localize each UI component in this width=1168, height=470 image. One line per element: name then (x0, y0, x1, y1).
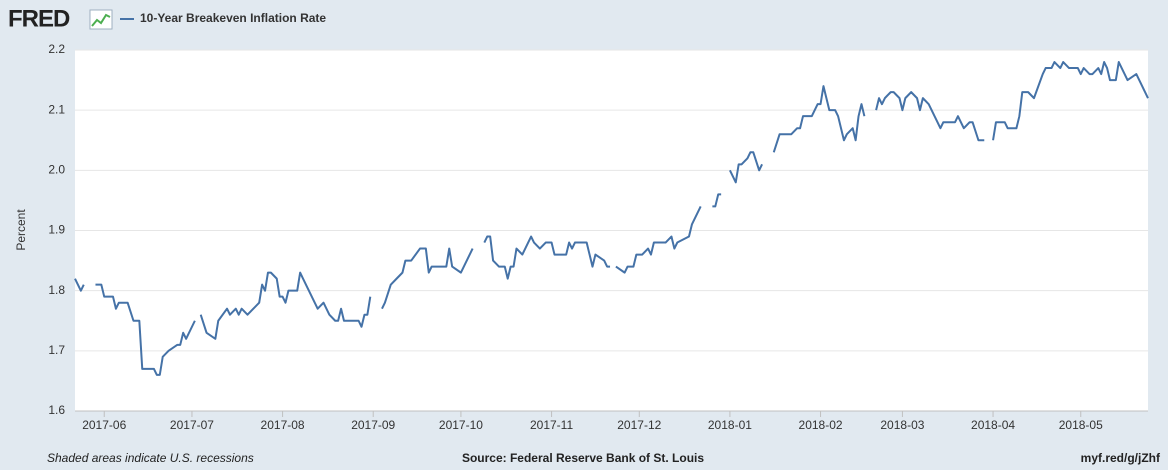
x-tick-label: 2017-11 (530, 418, 573, 432)
x-tick-label: 2018-03 (880, 418, 924, 432)
x-tick-label: 2018-04 (971, 418, 1015, 432)
y-tick-label: 2.0 (48, 163, 65, 177)
short-url: myf.red/g/jZhf (1081, 451, 1161, 465)
y-tick-label: 1.9 (48, 223, 65, 237)
x-tick-label: 2017-12 (617, 418, 661, 432)
y-tick-label: 2.1 (48, 102, 65, 116)
x-tick-label: 2017-10 (439, 418, 483, 432)
y-tick-label: 1.8 (48, 283, 65, 297)
logo-icon (89, 9, 113, 30)
y-tick-label: 1.7 (48, 343, 65, 357)
x-tick-label: 2017-07 (170, 418, 214, 432)
y-tick-label: 1.6 (48, 403, 65, 417)
logo: FRED (8, 5, 70, 32)
y-axis-label: Percent (14, 209, 28, 251)
x-tick-label: 2018-01 (708, 418, 752, 432)
x-tick-label: 2017-06 (82, 418, 126, 432)
x-tick-label: 2017-09 (351, 418, 395, 432)
x-tick-label: 2017-08 (261, 418, 305, 432)
x-tick-label: 2018-05 (1059, 418, 1103, 432)
data-line (74, 61, 1149, 376)
source: Source: Federal Reserve Bank of St. Loui… (462, 451, 704, 465)
y-tick-label: 2.2 (48, 42, 65, 56)
footnote: Shaded areas indicate U.S. recessions (47, 451, 254, 465)
x-tick-label: 2018-02 (799, 418, 843, 432)
legend-label: 10-Year Breakeven Inflation Rate (140, 11, 326, 25)
